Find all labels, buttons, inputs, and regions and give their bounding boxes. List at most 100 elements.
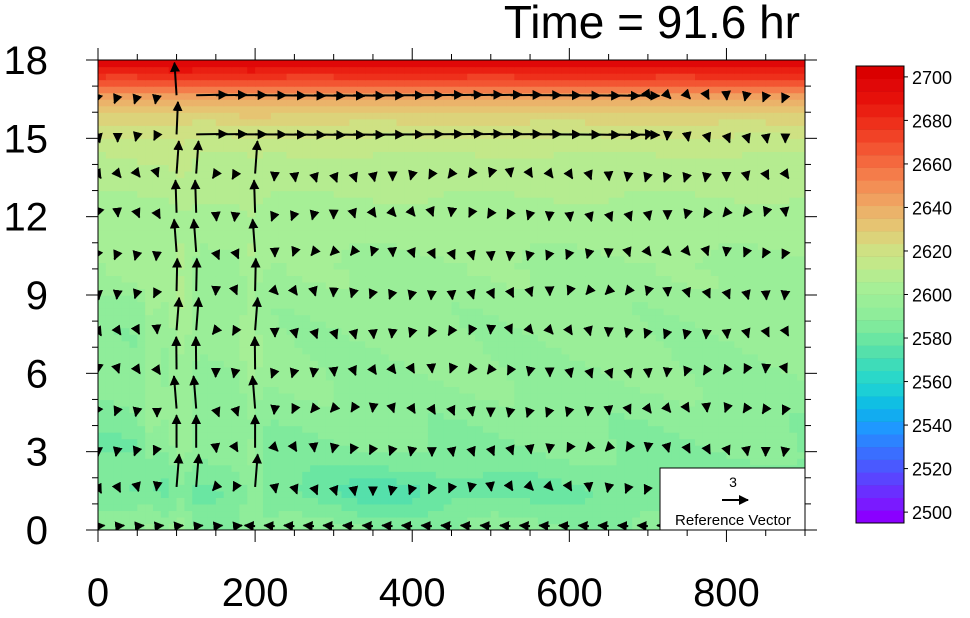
heatmap-cell — [490, 366, 500, 374]
heatmap-cell — [231, 177, 240, 185]
heatmap-cell — [655, 216, 665, 224]
heatmap-cell — [200, 353, 209, 361]
heatmap-cell — [451, 471, 460, 479]
heatmap-cell — [255, 164, 264, 172]
heatmap-cell — [577, 334, 586, 342]
heatmap-cell — [317, 229, 327, 237]
heatmap-cell — [695, 379, 704, 387]
heatmap-cell — [600, 497, 610, 505]
heatmap-cell — [176, 451, 186, 459]
heatmap-cell — [200, 516, 209, 525]
heatmap-cell — [200, 327, 209, 335]
heatmap-cell — [451, 503, 460, 512]
heatmap-cell — [443, 295, 453, 303]
heatmap-cell — [325, 295, 335, 303]
heatmap-cell — [372, 373, 382, 381]
heatmap-cell — [396, 353, 405, 361]
heatmap-cell — [278, 438, 288, 446]
heatmap-cell — [585, 419, 594, 427]
heatmap-cell — [349, 360, 358, 368]
heatmap-cell — [710, 262, 720, 270]
heatmap-cell — [435, 373, 445, 381]
heatmap-cell — [365, 334, 374, 342]
heatmap-cell — [420, 392, 429, 401]
heatmap-cell — [121, 471, 131, 479]
heatmap-cell — [482, 490, 492, 498]
heatmap-cell — [145, 197, 154, 205]
heatmap-cell — [160, 184, 170, 192]
heatmap-cell — [137, 484, 146, 492]
heatmap-cell — [302, 242, 311, 250]
heatmap-cell — [632, 471, 641, 479]
heatmap-cell — [341, 340, 350, 348]
heatmap-cell — [380, 419, 390, 427]
heatmap-cell — [537, 223, 547, 231]
heatmap-cell — [655, 340, 665, 348]
heatmap-cell — [475, 484, 484, 492]
heatmap-cell — [176, 497, 186, 505]
heatmap-cell — [561, 490, 570, 498]
heatmap-cell — [522, 347, 531, 355]
heatmap-cell — [443, 399, 453, 407]
heatmap-cell — [435, 360, 445, 368]
heatmap-cell — [98, 249, 107, 257]
heatmap-cell — [592, 197, 602, 205]
heatmap-cell — [592, 177, 602, 185]
heatmap-cell — [514, 360, 523, 368]
heatmap-cell — [160, 340, 170, 348]
heatmap-cell — [655, 327, 665, 335]
heatmap-cell — [498, 223, 508, 231]
heatmap-cell — [302, 399, 311, 407]
heatmap-cell — [695, 392, 704, 401]
heatmap-cell — [184, 229, 193, 237]
heatmap-cell — [286, 242, 295, 250]
heatmap-cell — [160, 216, 170, 224]
heatmap-cell — [239, 190, 248, 198]
heatmap-cell — [718, 432, 728, 440]
heatmap-cell — [223, 203, 233, 211]
heatmap-cell — [616, 497, 625, 505]
heatmap-cell — [781, 392, 790, 401]
heatmap-cell — [302, 255, 311, 263]
heatmap-cell — [592, 405, 602, 414]
heatmap-cell — [585, 321, 594, 329]
heatmap-cell — [255, 288, 264, 296]
heatmap-cell — [490, 184, 500, 192]
heatmap-cell — [797, 177, 805, 185]
heatmap-cell — [585, 190, 594, 198]
heatmap-cell — [482, 477, 492, 485]
heatmap-cell — [569, 516, 578, 525]
heatmap-cell — [98, 366, 107, 374]
heatmap-cell — [286, 203, 295, 211]
heatmap-cell — [647, 295, 657, 303]
heatmap-cell — [726, 412, 735, 420]
heatmap-cell — [192, 288, 201, 296]
heatmap-cell — [530, 236, 539, 244]
heatmap-cell — [797, 366, 805, 374]
heatmap-cell — [333, 314, 343, 322]
heatmap-cell — [262, 236, 272, 244]
heatmap-cell — [427, 262, 437, 270]
heatmap-cell — [726, 255, 735, 263]
heatmap-cell — [113, 164, 123, 172]
heatmap-cell — [632, 412, 641, 420]
heatmap-cell — [592, 458, 602, 466]
heatmap-cell — [757, 197, 767, 205]
heatmap-cell — [176, 471, 186, 479]
heatmap-cell — [514, 321, 523, 329]
heatmap-cell — [286, 451, 295, 459]
heatmap-cell — [443, 353, 453, 361]
heatmap-cell — [168, 484, 178, 492]
heatmap-cell — [577, 392, 586, 401]
heatmap-cell — [710, 203, 720, 211]
heatmap-cell — [121, 419, 131, 427]
heatmap-cell — [129, 438, 138, 446]
heatmap-cell — [152, 216, 162, 224]
heatmap-cell — [294, 255, 303, 263]
heatmap-cell — [742, 432, 751, 440]
heatmap-cell — [113, 308, 123, 316]
heatmap-cell — [443, 216, 453, 224]
heatmap-cell — [278, 503, 288, 512]
heatmap-cell — [545, 399, 555, 407]
heatmap-cell — [632, 445, 641, 453]
